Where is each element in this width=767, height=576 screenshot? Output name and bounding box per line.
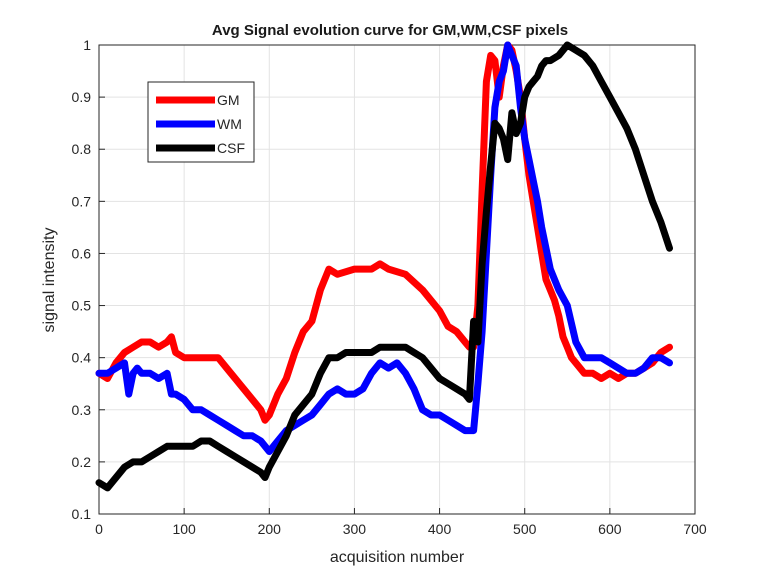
y-tick-label: 1 (83, 37, 91, 53)
axis-ticks: 0 100 200 300 400 500 600 700 0.1 0.2 0.3 0.4 0.5 0.6… (72, 37, 707, 537)
x-tick-label: 700 (683, 521, 707, 537)
x-tick-label: 100 (172, 521, 196, 537)
y-tick-label: 0.5 (72, 298, 92, 314)
x-tick-label: 500 (513, 521, 537, 537)
series-line-csf (95, 41, 673, 492)
y-tick-label: 0.8 (72, 141, 92, 157)
legend-label-csf: CSF (217, 140, 245, 156)
legend-label-wm: WM (217, 116, 242, 132)
legend-label-gm: GM (217, 92, 240, 108)
x-tick-label: 200 (258, 521, 282, 537)
series-line-wm (95, 41, 673, 455)
y-axis-label: signal intensity (41, 228, 58, 333)
legend: GM WM CSF (147, 81, 255, 163)
y-tick-label: 0.2 (72, 454, 92, 470)
x-tick-label: 0 (95, 521, 103, 537)
plot-frame (98, 44, 696, 515)
series-lines (95, 41, 673, 492)
y-tick-label: 0.7 (72, 193, 92, 209)
x-tick-label: 300 (343, 521, 367, 537)
y-tick-label: 0.6 (72, 245, 92, 261)
x-tick-label: 400 (428, 521, 452, 537)
x-tick-label: 600 (598, 521, 622, 537)
y-tick-label: 0.4 (72, 350, 92, 366)
y-tick-label: 0.3 (72, 402, 92, 418)
y-tick-label: 0.1 (72, 506, 92, 522)
x-axis-label: acquisition number (330, 549, 465, 566)
series-line-gm (95, 41, 673, 424)
y-tick-label: 0.9 (72, 89, 92, 105)
chart-title: Avg Signal evolution curve for GM,WM,CSF… (212, 22, 568, 39)
